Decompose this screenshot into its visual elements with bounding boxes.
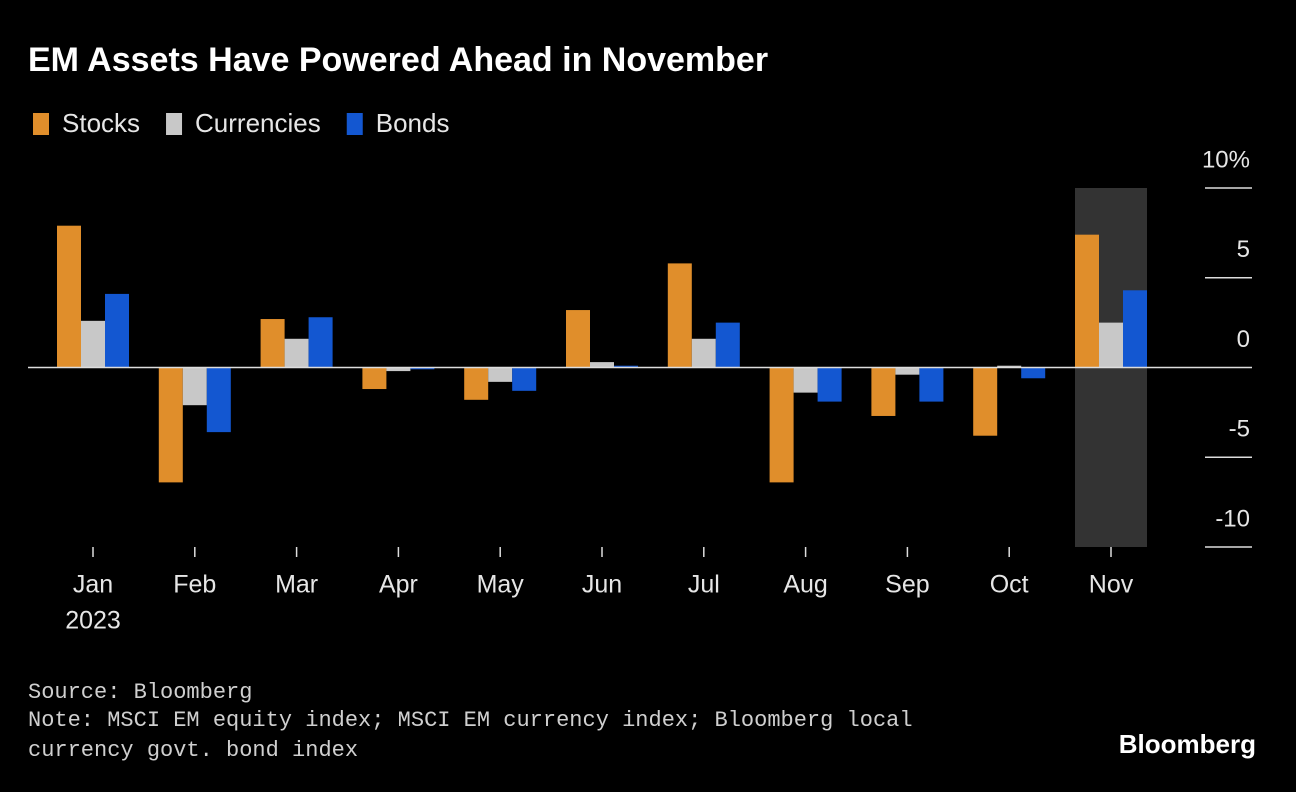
- legend-label: Stocks: [62, 108, 140, 138]
- bar: [1099, 322, 1123, 368]
- bar: [386, 367, 411, 372]
- x-tick-label: Feb: [173, 571, 216, 599]
- legend-swatch: [33, 113, 49, 135]
- note: Note: MSCI EM equity index; MSCI EM curr…: [28, 708, 913, 763]
- legend-swatch: [166, 113, 183, 135]
- bar: [817, 367, 842, 402]
- note-box: Note: MSCI EM equity index; MSCI EM curr…: [28, 708, 913, 763]
- y-tick-label: 10%: [1202, 146, 1250, 173]
- bar: [488, 367, 513, 382]
- bar: [57, 225, 81, 368]
- x-tick-label: Aug: [783, 571, 827, 599]
- source: Source: Bloomberg: [28, 680, 252, 705]
- bar: [260, 319, 285, 368]
- legend-label: Currencies: [195, 108, 321, 138]
- y-tick-label: -5: [1229, 416, 1250, 443]
- x-tick-label: Nov: [1089, 571, 1134, 599]
- x-tick-label: Jul: [688, 571, 720, 599]
- bar: [793, 367, 818, 393]
- x-tick-label: Mar: [275, 571, 318, 599]
- bar: [715, 322, 740, 368]
- x-tick-label: Sep: [885, 571, 929, 599]
- brand: Bloomberg: [1119, 729, 1256, 759]
- x-tick-label: Apr: [379, 571, 418, 599]
- x-tick-label: Jan: [73, 571, 113, 599]
- bar: [182, 367, 207, 406]
- bar: [769, 367, 794, 483]
- x-tick-label: Jun: [582, 571, 622, 599]
- bar: [973, 367, 998, 436]
- bar: [410, 367, 435, 370]
- x-tick-label: May: [477, 571, 525, 599]
- bar: [81, 320, 105, 368]
- bar: [284, 338, 309, 368]
- bar: [566, 310, 590, 368]
- bar: [362, 367, 387, 390]
- legend-swatch: [346, 113, 363, 135]
- bar: [308, 317, 333, 368]
- bar: [158, 367, 183, 483]
- bar: [105, 293, 129, 368]
- y-tick-label: 0: [1237, 326, 1250, 353]
- chart-title: EM Assets Have Powered Ahead in November: [28, 41, 768, 79]
- y-tick-label: 5: [1237, 236, 1250, 263]
- bar: [997, 365, 1022, 368]
- bar: [1021, 367, 1046, 379]
- bar: [919, 367, 944, 402]
- bar: [1075, 234, 1099, 368]
- bar: [691, 338, 716, 368]
- bar: [895, 367, 920, 375]
- bar: [1123, 290, 1147, 368]
- x-year-label: 2023: [65, 607, 121, 635]
- bar: [667, 263, 692, 368]
- bar: [464, 367, 489, 400]
- bar: [206, 367, 231, 433]
- bar: [512, 367, 537, 391]
- bar: [871, 367, 896, 416]
- bar: [590, 362, 614, 368]
- y-tick-label: -10: [1215, 505, 1250, 532]
- x-tick-label: Oct: [990, 571, 1029, 599]
- legend-label: Bonds: [376, 108, 450, 138]
- bar: [614, 365, 638, 368]
